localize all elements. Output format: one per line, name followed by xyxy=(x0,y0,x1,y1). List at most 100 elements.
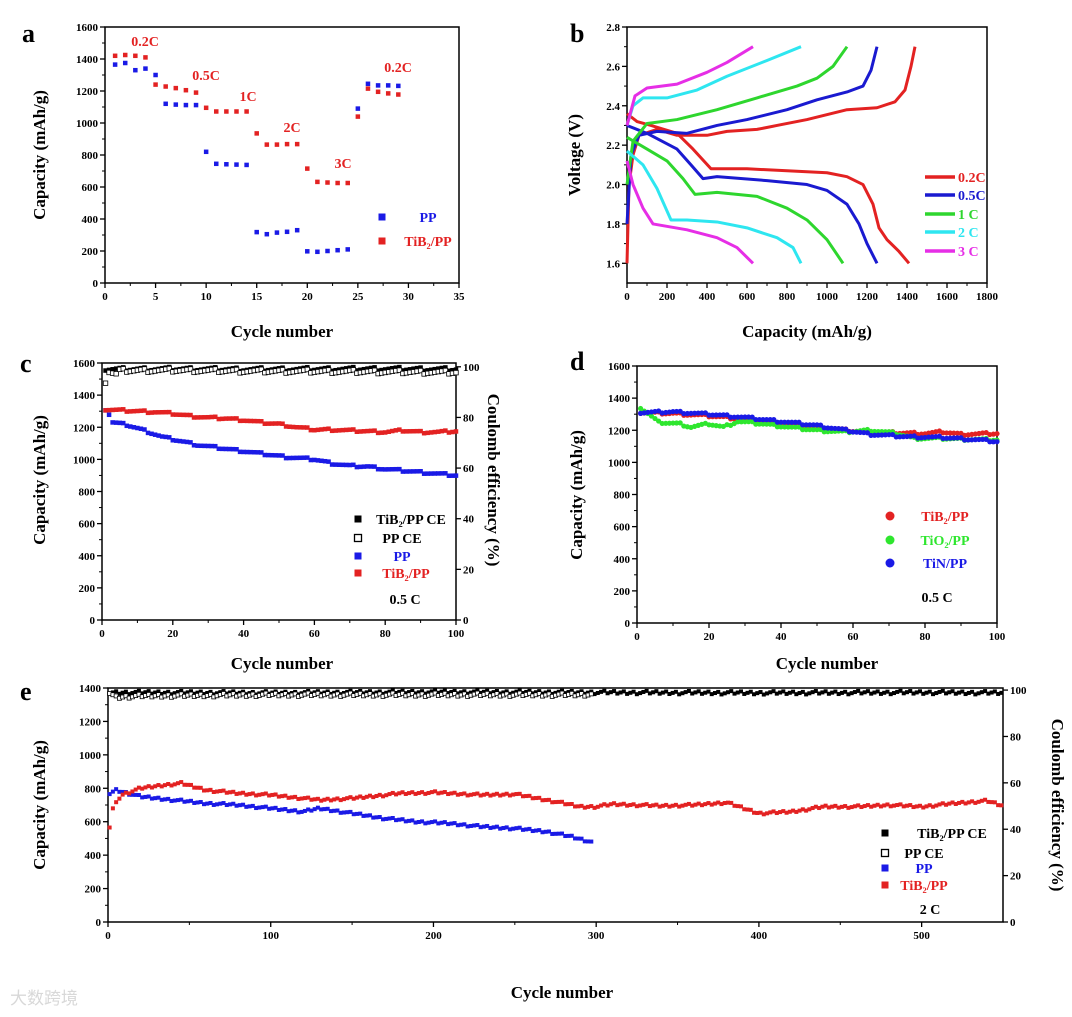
series-pp-point xyxy=(202,443,207,449)
y-tick-label: 2.2 xyxy=(606,140,620,152)
series-tib-pp-point xyxy=(748,807,753,812)
series-tib-pp-point xyxy=(683,802,688,807)
series-tib-pp-ce-point xyxy=(641,689,646,694)
series-tib-pp-point xyxy=(120,792,125,797)
series-tib-pp-ce-point xyxy=(418,365,423,370)
series-pp-ce-point xyxy=(208,692,213,697)
series-pp-point xyxy=(443,471,448,476)
x-tick-label: 10 xyxy=(201,291,213,303)
legend-label: TiB₂/PP xyxy=(382,567,430,582)
series-tib-pp-ce-point xyxy=(410,688,415,693)
series-tib-pp-point xyxy=(869,804,874,809)
series-tib-pp-ce-point xyxy=(771,689,776,694)
series-pp-point xyxy=(227,446,232,452)
series-pp-ce-point xyxy=(279,367,286,373)
series-pp-point xyxy=(209,443,214,449)
series-tib-pp-point xyxy=(382,430,388,435)
series-tib-pp-point xyxy=(195,785,200,790)
series-tib-pp-point xyxy=(680,803,685,808)
y-tick-label: 1400 xyxy=(608,393,631,405)
series-tib-pp-point xyxy=(351,796,356,801)
series-pp-point xyxy=(550,831,555,836)
legend-swatch xyxy=(885,511,895,521)
series-tib-pp-point xyxy=(807,807,812,812)
panel-letter: a xyxy=(22,19,35,48)
series-tib-pp-point xyxy=(345,180,350,186)
series-pp-point xyxy=(124,423,130,429)
series-tib-pp-point xyxy=(333,428,338,433)
series-tib-pp-ce-point xyxy=(540,691,545,696)
x-tick-label: 0 xyxy=(634,631,640,643)
series-pp-point xyxy=(390,816,395,821)
y-tick-label: 800 xyxy=(82,150,99,162)
series-tib-pp-ce-point xyxy=(833,689,838,694)
series-tib-pp-point xyxy=(368,428,374,434)
series-tin-pp-point xyxy=(864,430,871,436)
series-tib-pp-point xyxy=(156,410,161,415)
series-tib-pp-point xyxy=(865,803,870,808)
series-pp-point xyxy=(312,807,317,812)
series-tib-pp-point xyxy=(293,794,298,799)
series-tib-pp-ce-point xyxy=(553,690,558,695)
series-tib-pp-ce-point xyxy=(608,690,613,695)
series-tib-pp-ce-point xyxy=(612,689,617,694)
series-tib-pp-ce-point xyxy=(716,689,721,694)
series-tib-pp-ce-point xyxy=(140,691,145,696)
series-pp-point xyxy=(367,813,372,818)
series-pp-ce-point xyxy=(350,367,356,373)
series-tib-pp-point xyxy=(407,429,413,434)
series-pp-point xyxy=(335,808,340,813)
series-tib-pp-point xyxy=(103,408,108,413)
series-pp-point xyxy=(433,819,438,824)
series-pp-ce-point xyxy=(453,370,459,376)
series-tib-pp-ce-point xyxy=(459,690,464,695)
series-tib-pp-point xyxy=(468,792,473,797)
series-pp-point xyxy=(361,813,366,818)
series-pp-point xyxy=(319,807,324,812)
series-pp-point xyxy=(322,807,327,812)
series-tio-pp-point xyxy=(810,427,817,433)
series-pp-ce-point xyxy=(371,367,378,373)
series-tib-pp-point xyxy=(768,810,773,815)
series-tib-pp-point xyxy=(560,799,565,804)
series-pp-point xyxy=(308,457,314,463)
series-tib-pp-ce-point xyxy=(628,690,633,695)
series-pp-point xyxy=(280,453,285,458)
series-pp-point xyxy=(214,161,219,167)
series-tin-pp-point xyxy=(771,417,777,423)
series-pp-ce-point xyxy=(536,691,542,697)
series-pp-point xyxy=(485,823,490,828)
series-tib-pp-ce-point xyxy=(761,692,766,697)
series-tib-pp-point xyxy=(340,427,345,433)
series-tib-pp-ce-point xyxy=(810,690,815,695)
series-pp-ce-point xyxy=(212,366,218,372)
legend-label: TiB₂/PP CE xyxy=(376,513,446,528)
series-pp-point xyxy=(533,828,538,833)
series-pp-point xyxy=(514,826,519,831)
series-pp-point xyxy=(411,469,416,474)
series-tib-pp-point xyxy=(319,798,324,803)
series-tib-pp-point xyxy=(390,428,395,434)
series-tib-pp-ce-point xyxy=(765,691,770,696)
series-tib-pp-ce-point xyxy=(185,690,190,695)
series-tib-pp-point xyxy=(267,793,272,798)
x-tick-label: 60 xyxy=(848,631,860,643)
series-tib-pp-point xyxy=(224,109,229,114)
series-tib-pp-ce-point xyxy=(211,692,216,697)
series-tin-pp-point xyxy=(987,439,993,445)
series-tib-pp-ce-point xyxy=(394,690,399,695)
series-pp-ce-point xyxy=(348,690,353,696)
series-tib-pp-ce-point xyxy=(361,366,367,372)
rate-annotation: 1C xyxy=(239,90,256,105)
series-pp-ce-point xyxy=(569,690,575,696)
x-tick-label: 40 xyxy=(238,628,250,640)
series-tib-pp-point xyxy=(999,803,1004,808)
series-tib-pp-point xyxy=(177,412,183,418)
series-tin-pp-point xyxy=(764,417,770,423)
series-tib-pp-ce-point xyxy=(667,692,672,697)
series-tib-pp-point xyxy=(296,797,301,802)
series-pp-point xyxy=(319,458,324,464)
series-tib-pp-point xyxy=(612,801,617,806)
series-tib-pp-ce-point xyxy=(931,692,936,697)
